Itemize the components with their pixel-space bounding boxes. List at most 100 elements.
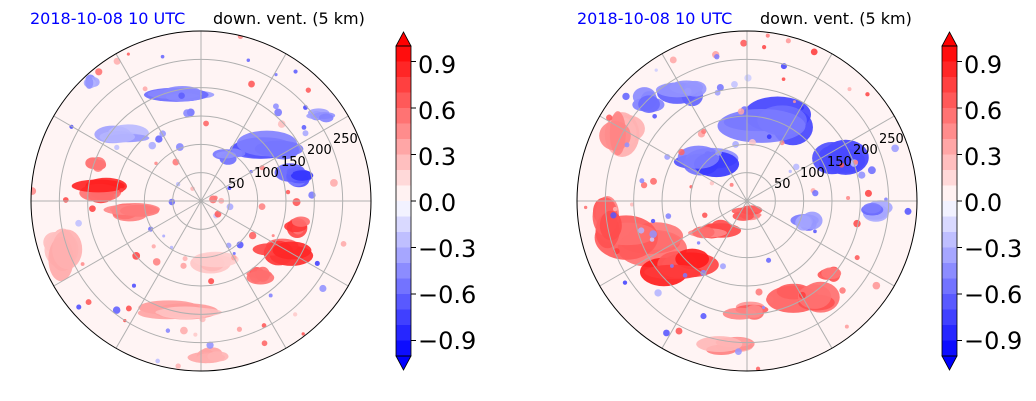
colorbar-level — [942, 278, 957, 294]
radial-tick-label: 50 — [228, 177, 245, 192]
field-patch — [862, 202, 882, 214]
colorbar-level — [396, 278, 411, 294]
field-patch — [704, 151, 712, 158]
colorbar-level — [396, 325, 411, 341]
colorbar-level — [942, 294, 957, 310]
azimuth-line — [661, 53, 748, 202]
field-patch — [182, 256, 188, 262]
field-patch — [650, 218, 656, 224]
field-patch — [291, 216, 310, 227]
field-patch — [258, 203, 266, 211]
colorbar-level — [942, 77, 957, 93]
colorbar-level — [396, 216, 411, 232]
field-patch — [669, 56, 677, 64]
colorbar-tick-label: −0.3 — [418, 235, 476, 263]
field-patch — [80, 262, 85, 266]
field-patch — [232, 251, 236, 256]
azimuth-line — [746, 115, 895, 202]
polar-plot: 50 100 150 200 250 — [576, 30, 918, 372]
field-patch — [274, 73, 278, 77]
colorbar-tick-label: 0.9 — [418, 51, 456, 79]
field-patch — [125, 305, 132, 312]
field-patch — [193, 332, 198, 337]
field-patch — [214, 210, 222, 218]
field-patch — [340, 241, 347, 247]
field-patch — [126, 52, 130, 56]
field-patch — [293, 69, 298, 74]
field-patch — [180, 326, 188, 335]
field-patch — [151, 244, 156, 249]
field-patch — [330, 179, 338, 187]
field-patch — [273, 103, 279, 110]
field-patch — [638, 227, 645, 234]
field-patch — [854, 255, 860, 261]
field-patch — [766, 134, 772, 140]
velocity-field — [583, 33, 912, 371]
field-patch — [268, 293, 273, 298]
field-patch — [663, 329, 670, 337]
colorbar: 0.9 0.6 0.3 0.0 −0.3 −0.6 −0.9 — [941, 31, 1022, 371]
colorbar-level — [942, 185, 957, 201]
field-patch — [765, 33, 770, 38]
colorbar: 0.9 0.6 0.3 0.0 −0.3 −0.6 −0.9 — [395, 31, 476, 371]
field-patch — [112, 306, 121, 314]
field-patch — [199, 316, 206, 323]
field-patch — [246, 58, 251, 62]
field-patch — [609, 111, 626, 156]
field-patch — [113, 57, 121, 65]
field-patch — [649, 230, 657, 238]
field-patch — [788, 169, 792, 174]
field-patch — [261, 323, 267, 328]
azimuth-line — [200, 200, 349, 287]
colorbar-tick-label: 0.0 — [418, 189, 456, 217]
field-patch — [165, 328, 171, 333]
field-patch — [301, 332, 305, 336]
field-patch — [248, 231, 257, 240]
field-patch — [761, 45, 767, 50]
field-patch — [702, 212, 708, 218]
field-patch — [884, 197, 888, 202]
field-patch — [160, 54, 165, 59]
field-patch — [734, 348, 742, 356]
azimuth-line — [200, 200, 287, 349]
colorbar-level — [942, 325, 957, 341]
field-patch — [152, 258, 161, 266]
field-patch — [720, 263, 726, 270]
field-patch — [716, 84, 724, 92]
field-patch — [717, 108, 806, 143]
colorbar-bar — [395, 31, 416, 371]
colorbar-level — [396, 185, 411, 201]
colorbar-level — [396, 201, 411, 217]
field-patch — [839, 287, 846, 294]
field-patch — [302, 130, 309, 137]
colorbar-level — [942, 247, 957, 263]
field-patch — [640, 181, 648, 189]
field-patch — [290, 170, 314, 181]
field-patch — [654, 289, 662, 297]
radial-tick-label: 200 — [853, 143, 878, 158]
field-patch — [319, 284, 327, 293]
field-patch — [155, 358, 160, 364]
field-patch — [812, 189, 819, 197]
field-patch — [793, 163, 800, 171]
colorbar-extend-min — [941, 355, 958, 371]
field-patch — [654, 68, 658, 72]
colorbar-extend-min — [395, 355, 412, 371]
field-patch — [630, 202, 634, 207]
field-patch — [76, 304, 82, 310]
field-patch — [131, 283, 137, 288]
colorbar-tick-label: −0.6 — [964, 281, 1022, 309]
field-patch — [610, 212, 617, 219]
colorbar-level — [942, 154, 957, 170]
colorbar-extend-max — [941, 31, 958, 47]
colorbar-tick-label: 0.9 — [964, 51, 1002, 79]
field-patch — [744, 74, 752, 82]
field-patch — [731, 80, 738, 88]
field-patch — [781, 77, 786, 81]
colorbar-level — [396, 294, 411, 310]
field-patch — [85, 299, 92, 305]
field-patch — [85, 76, 94, 89]
radial-tick-label: 200 — [307, 143, 332, 158]
radial-tick-label: 250 — [333, 132, 358, 147]
